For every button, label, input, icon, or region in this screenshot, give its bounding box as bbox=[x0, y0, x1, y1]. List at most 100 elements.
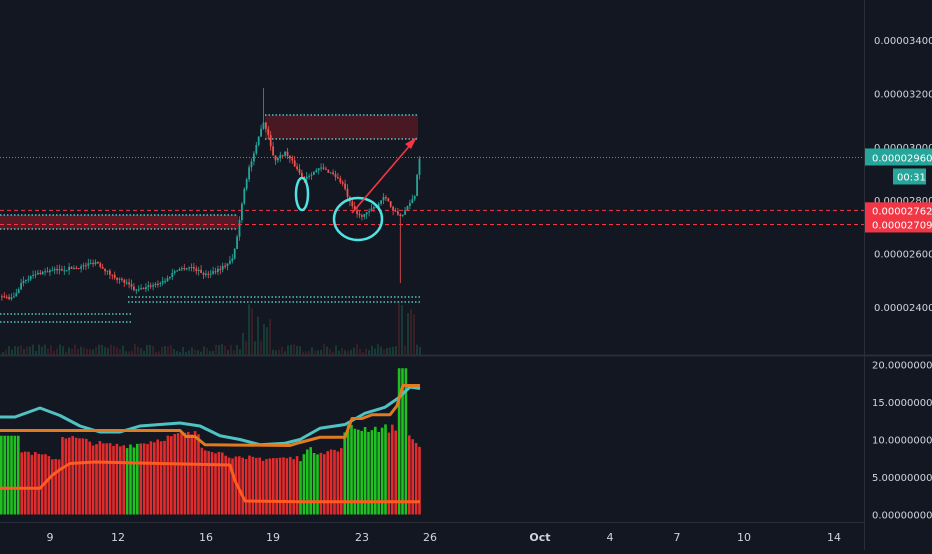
indicator-bar bbox=[115, 443, 119, 515]
volume-bar bbox=[104, 346, 106, 355]
indicator-bar bbox=[370, 430, 374, 515]
volume-bar bbox=[194, 349, 196, 355]
resistance-zone-left bbox=[0, 214, 238, 230]
time-axis-tick-label: 4 bbox=[607, 531, 614, 544]
candle-body bbox=[159, 282, 162, 284]
candle-body bbox=[169, 276, 171, 279]
indicator-bar bbox=[122, 445, 125, 515]
candle-body bbox=[380, 200, 382, 204]
price-axis-tick-label: 0.00002400 bbox=[874, 303, 932, 314]
indicator-bar bbox=[176, 433, 180, 515]
candle-body bbox=[133, 286, 135, 291]
volume-bar bbox=[74, 344, 76, 355]
volume-bar bbox=[365, 348, 367, 355]
volume-bar bbox=[236, 344, 238, 355]
volume-bar bbox=[101, 345, 103, 355]
indicator-bar bbox=[187, 431, 190, 515]
indicator-bar bbox=[224, 455, 227, 515]
support-zone-right-fill bbox=[128, 297, 420, 302]
candle-body bbox=[217, 268, 219, 272]
indicator-bar bbox=[166, 435, 170, 515]
candle-body bbox=[277, 158, 279, 161]
candle-body bbox=[310, 174, 313, 176]
volume-bar bbox=[17, 346, 19, 355]
volume-bar bbox=[11, 349, 13, 355]
candle-body bbox=[185, 268, 188, 270]
candle-body bbox=[351, 201, 354, 207]
candle-body bbox=[152, 285, 154, 287]
volume-bar bbox=[290, 344, 292, 355]
candle-body bbox=[315, 170, 318, 173]
indicator-bar bbox=[183, 432, 187, 515]
indicator-line-red bbox=[0, 460, 420, 504]
candle-body bbox=[346, 188, 349, 197]
volume-bar bbox=[134, 344, 136, 355]
candle-body bbox=[32, 275, 34, 277]
volume-bar bbox=[302, 351, 304, 355]
candle-body bbox=[231, 258, 234, 261]
indicator-bar bbox=[156, 439, 159, 515]
indicator-bar bbox=[173, 434, 176, 515]
candle-body bbox=[291, 158, 294, 161]
time-axis-tick-label: 26 bbox=[423, 531, 437, 544]
indicator-bar bbox=[329, 449, 333, 515]
candle-body bbox=[128, 282, 130, 285]
indicator-bar bbox=[299, 461, 302, 515]
candle-body bbox=[361, 215, 363, 217]
candle-body bbox=[341, 182, 344, 184]
candle-body bbox=[413, 196, 416, 200]
candle-body bbox=[365, 212, 368, 215]
indicator-bar bbox=[326, 451, 329, 515]
indicator-bar bbox=[54, 459, 57, 515]
candle-body bbox=[82, 265, 85, 267]
indicator-bar bbox=[272, 458, 275, 515]
volume-bar bbox=[65, 351, 67, 355]
indicator-bar bbox=[210, 452, 214, 515]
indicator-bar bbox=[136, 443, 139, 515]
indicator-bar bbox=[238, 456, 241, 515]
indicator-bar bbox=[197, 434, 200, 515]
volume-bar bbox=[212, 350, 214, 355]
volume-bar bbox=[140, 348, 142, 355]
indicator-bar bbox=[363, 427, 367, 515]
volume-bar bbox=[158, 351, 160, 355]
candle-body bbox=[137, 289, 140, 291]
indicator-bar bbox=[258, 457, 261, 515]
indicator-bar bbox=[71, 436, 74, 515]
candle-body bbox=[207, 273, 210, 275]
indicator-bar bbox=[23, 451, 27, 515]
price-level-badge bbox=[865, 202, 932, 219]
candle-body bbox=[337, 177, 339, 179]
volume-bar bbox=[23, 349, 25, 355]
indicator-bar bbox=[377, 432, 380, 515]
candle-body bbox=[209, 273, 212, 275]
indicator-axis-tick-label: 0.00000000 bbox=[872, 511, 932, 522]
candle-body bbox=[94, 261, 97, 264]
indicator-bar bbox=[244, 459, 248, 515]
indicator-bar bbox=[30, 454, 34, 515]
volume-bar bbox=[329, 348, 331, 355]
volume-bar bbox=[284, 351, 286, 355]
candle-body bbox=[221, 265, 224, 270]
candle-body bbox=[109, 270, 111, 275]
indicator-bar bbox=[105, 443, 108, 515]
candle-body bbox=[281, 155, 284, 157]
candle-body bbox=[399, 214, 402, 217]
candle-body bbox=[200, 269, 202, 274]
time-axis-tick-label: 23 bbox=[355, 531, 369, 544]
volume-bar bbox=[14, 345, 16, 355]
volume-bar bbox=[332, 351, 334, 355]
indicator-bar bbox=[397, 368, 401, 515]
candle-body bbox=[322, 167, 325, 169]
candle-body bbox=[389, 201, 392, 207]
candle-body bbox=[377, 203, 380, 208]
volume-bar bbox=[56, 348, 58, 355]
candle-body bbox=[173, 271, 176, 274]
volume-bar bbox=[107, 347, 109, 355]
volume-bar bbox=[113, 346, 115, 355]
candle-body bbox=[226, 263, 229, 267]
indicator-bar bbox=[316, 454, 319, 515]
candle-body bbox=[92, 263, 94, 265]
volume-bar bbox=[38, 344, 40, 355]
